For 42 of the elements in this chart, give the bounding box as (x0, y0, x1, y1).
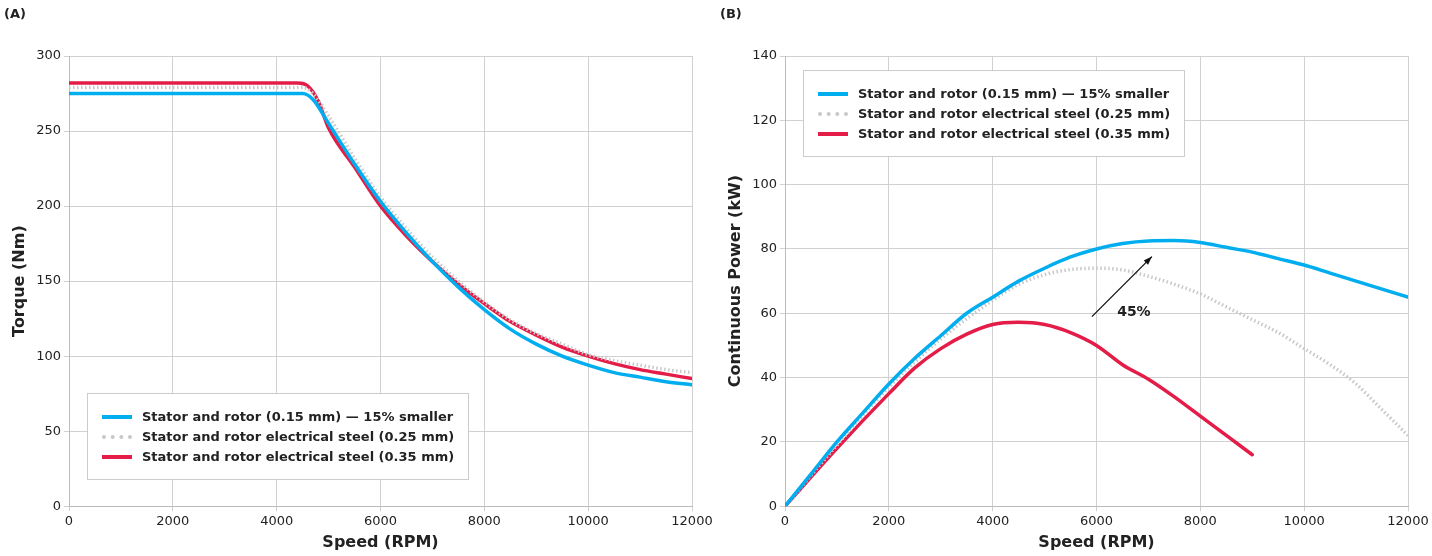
chart-title: (B) (720, 6, 742, 21)
y-tick-label: 20 (760, 433, 778, 449)
y-tick-label: 150 (36, 272, 62, 288)
legend-label: Stator and rotor electrical steel (0.35 mm) (142, 449, 455, 465)
x-tick-label: 8000 (467, 513, 501, 529)
y-axis-title: Continuous Power (kW) (724, 174, 744, 388)
y-tick-label: 100 (36, 347, 62, 363)
y-tick-label: 50 (44, 422, 62, 438)
x-tick-label: 2000 (156, 513, 190, 529)
x-tick-label: 6000 (363, 513, 398, 529)
legend-label: Stator and rotor (0.15 mm) — 15% smaller (858, 86, 1170, 101)
x-tick-label: 10000 (567, 513, 609, 529)
y-tick-label: 0 (52, 497, 62, 513)
legend-label: Stator and rotor electrical steel (0.25 mm) (858, 106, 1171, 121)
legend-label: Stator and rotor electrical steel (0.35 mm) (858, 126, 1171, 141)
x-axis-title: Speed (RPM) (1038, 531, 1155, 551)
y-tick-label: 140 (752, 47, 778, 63)
x-tick-label: 12000 (671, 513, 713, 529)
annotation: 45% (1117, 303, 1151, 320)
y-tick-label: 300 (36, 47, 62, 63)
x-tick-label: 6000 (1079, 513, 1114, 529)
chart-title: (A) (4, 6, 26, 21)
y-tick-label: 0 (768, 497, 778, 513)
x-tick-label: 0 (780, 513, 790, 529)
x-tick-label: 0 (64, 513, 74, 529)
x-tick-label: 8000 (1183, 513, 1217, 529)
y-tick-label: 80 (760, 240, 778, 256)
x-tick-label: 10000 (1283, 513, 1325, 529)
x-axis-title: Speed (RPM) (322, 531, 439, 551)
x-tick-label: 4000 (976, 513, 1010, 529)
y-tick-label: 40 (760, 368, 778, 384)
x-tick-label: 12000 (1387, 513, 1429, 529)
legend-label: Stator and rotor electrical steel (0.25 mm) (142, 429, 455, 445)
legend-label: Stator and rotor (0.15 mm) — 15% smaller (142, 409, 454, 425)
x-tick-label: 2000 (872, 513, 906, 529)
y-tick-label: 100 (752, 176, 778, 191)
y-axis-title: Torque (Nm) (8, 225, 28, 337)
x-tick-label: 4000 (260, 513, 294, 529)
y-tick-label: 200 (36, 197, 62, 213)
y-tick-label: 250 (36, 122, 62, 138)
y-tick-label: 120 (752, 111, 778, 127)
y-tick-label: 60 (760, 304, 778, 320)
